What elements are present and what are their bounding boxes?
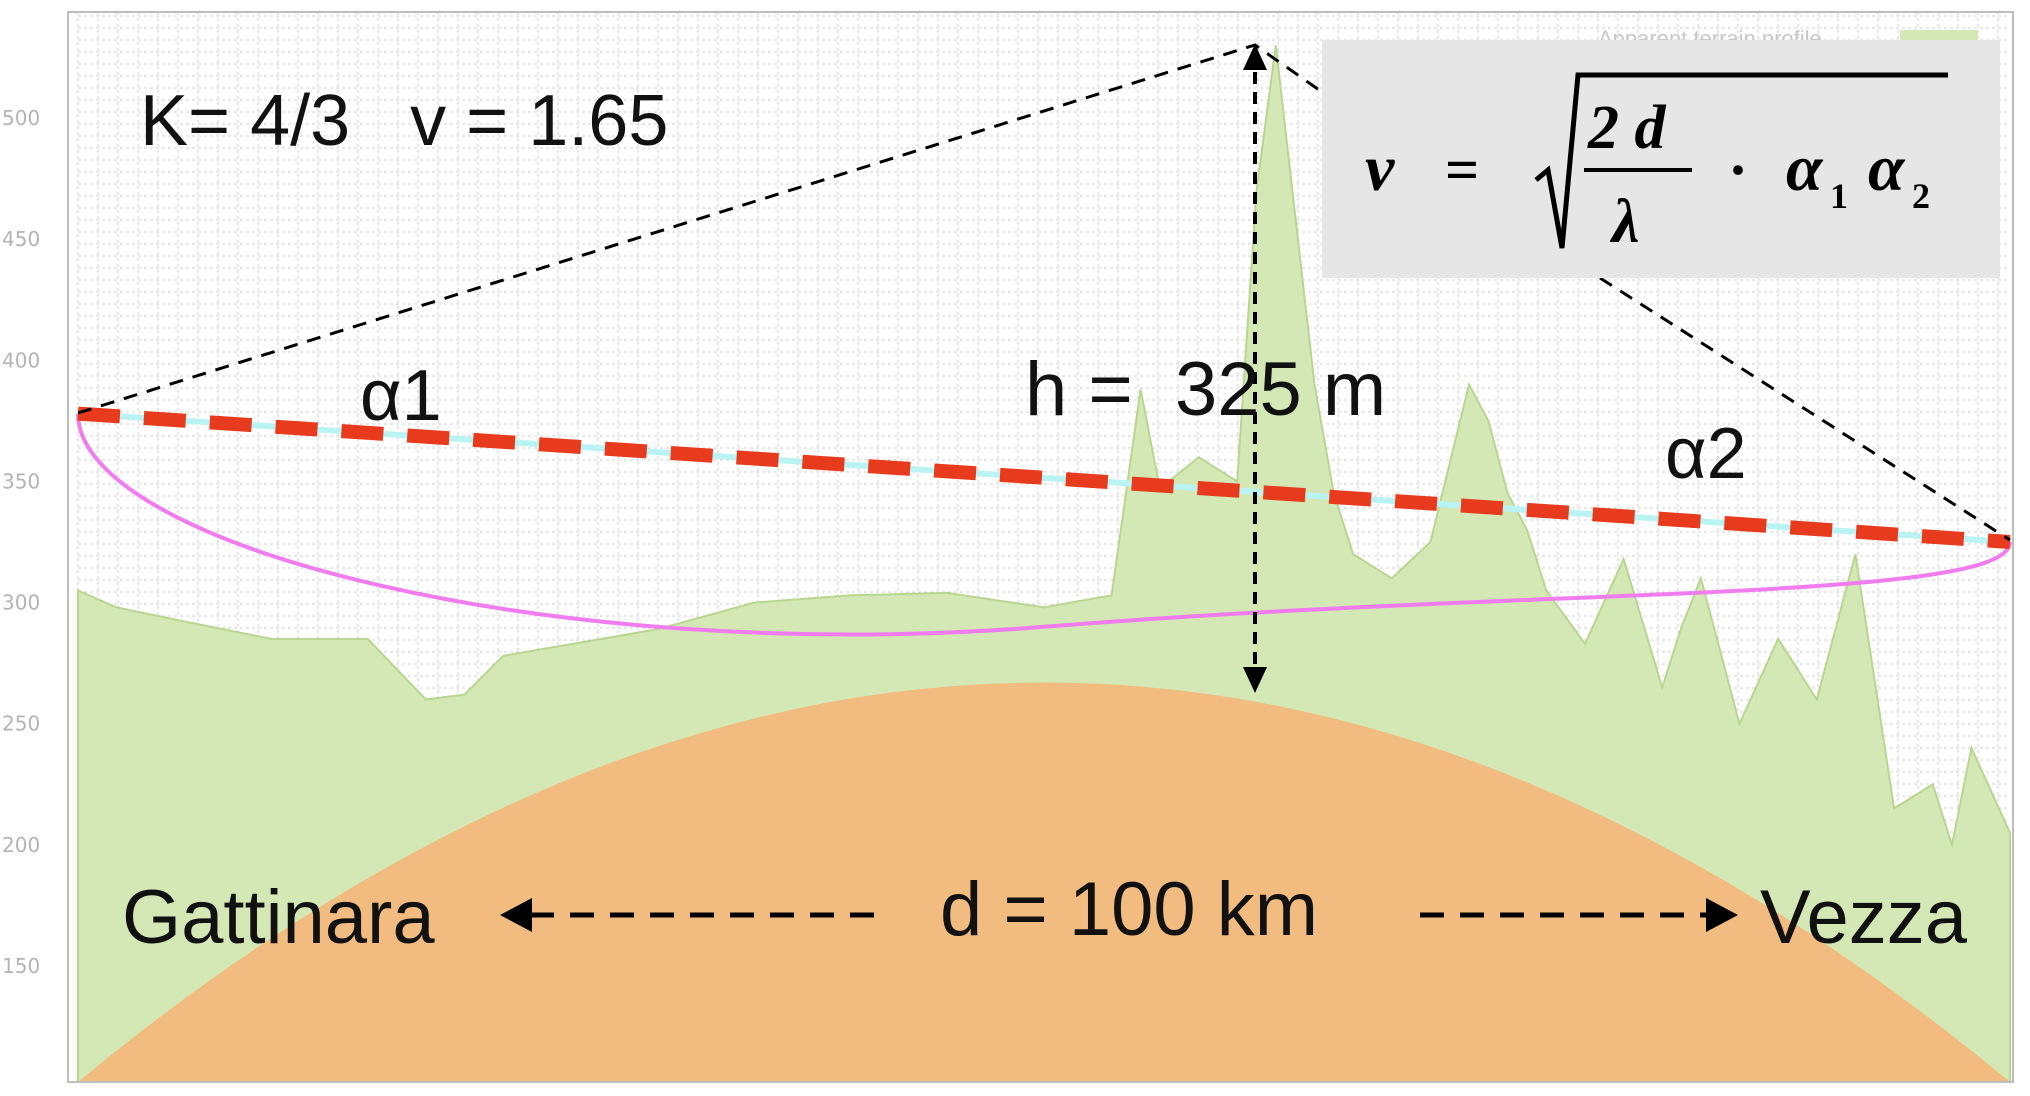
y-tick-label: 150 — [2, 954, 40, 978]
distance-label: d = 100 km — [940, 867, 1318, 952]
dashed-line-right — [1599, 276, 2011, 542]
formula-box — [1322, 40, 2000, 278]
formula-alpha1-sub: 1 — [1830, 176, 1848, 216]
fresnel-ellipse — [76, 413, 2012, 637]
formula-alpha2-sub: 2 — [1912, 176, 1930, 216]
formula-equals: = — [1445, 137, 1479, 203]
formula-denominator: λ — [1609, 188, 1640, 256]
formula-dot: · — [1728, 137, 1748, 203]
y-tick-label: 500 — [2, 106, 40, 130]
distance-arrow-left-head — [500, 898, 532, 932]
y-tick-label: 350 — [2, 469, 40, 493]
y-tick-label: 400 — [2, 348, 40, 372]
height-arrow-down — [1243, 667, 1267, 693]
params-label: K= 4/3 v = 1.65 — [140, 81, 668, 161]
height-label: h = 325 m — [1025, 347, 1386, 432]
y-tick-label: 200 — [2, 833, 40, 857]
formula-alpha2: α — [1868, 132, 1906, 205]
y-axis-ticks: 500 450 400 350 300 250 200 150 — [2, 106, 40, 978]
site-vezza: Vezza — [1760, 875, 1968, 960]
plot-frame — [67, 11, 2014, 1083]
height-arrow-up — [1243, 44, 1267, 70]
formula-nu: ν — [1365, 132, 1395, 205]
formula-alpha1: α — [1786, 132, 1824, 205]
formula-sqrt-sign — [1534, 72, 1948, 249]
y-tick-label: 300 — [2, 591, 40, 615]
site-gattinara: Gattinara — [122, 875, 435, 960]
alpha1-label: α1 — [360, 356, 442, 436]
distance-arrow-right-head — [1706, 898, 1738, 932]
alpha2-label: α2 — [1665, 414, 1747, 494]
y-tick-label: 450 — [2, 227, 40, 251]
line-of-sight — [77, 406, 2011, 549]
y-tick-label: 250 — [2, 712, 40, 736]
earth-bulge — [78, 682, 2010, 1082]
formula-numerator: 2 d — [1587, 94, 1667, 162]
